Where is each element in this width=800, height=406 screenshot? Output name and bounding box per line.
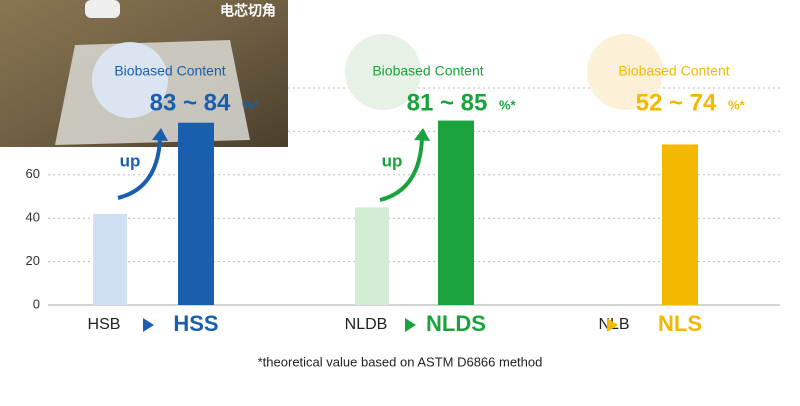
callout-unit: %* (242, 97, 260, 112)
callout-bubble (92, 42, 168, 118)
x-tick-label: NLDB (345, 316, 388, 333)
bar (178, 122, 214, 305)
up-arrow (379, 137, 424, 202)
callout-range: 81 ~ 85 (407, 89, 488, 116)
photo-caption: 电芯切角 (220, 3, 276, 19)
callout-bubble (345, 34, 421, 110)
callout-title: Biobased Content (114, 63, 225, 79)
up-arrow (117, 137, 162, 200)
x-tick-label: NLS (658, 311, 702, 336)
bar (93, 213, 127, 305)
callout-range: 52 ~ 74 (636, 89, 717, 116)
y-tick-label: 0 (33, 296, 40, 311)
callout-unit: %* (499, 97, 517, 112)
arrow-marker (405, 318, 416, 332)
y-tick-label: 60 (26, 166, 40, 181)
callout-title: Biobased Content (372, 63, 483, 79)
y-tick-label: 40 (26, 210, 40, 225)
arrow-marker (143, 318, 154, 332)
callout-range: 83 ~ 84 (150, 89, 231, 116)
photo-object (85, 0, 120, 18)
bar (355, 207, 389, 305)
bar (438, 120, 474, 305)
arrow-marker (607, 318, 618, 332)
up-arrow-head (414, 128, 430, 141)
x-tick-label: HSB (88, 316, 121, 333)
x-tick-label: NLDS (426, 311, 486, 336)
x-tick-label: HSS (173, 311, 218, 336)
bar (662, 144, 698, 305)
up-label: up (382, 151, 403, 170)
callout-title: Biobased Content (618, 63, 729, 79)
callout-unit: %* (728, 97, 746, 112)
callout-bubble (587, 34, 663, 110)
up-label: up (120, 151, 141, 170)
y-tick-label: 20 (26, 253, 40, 268)
up-arrow-head (152, 128, 168, 141)
footnote: *theoretical value based on ASTM D6866 m… (258, 354, 543, 369)
